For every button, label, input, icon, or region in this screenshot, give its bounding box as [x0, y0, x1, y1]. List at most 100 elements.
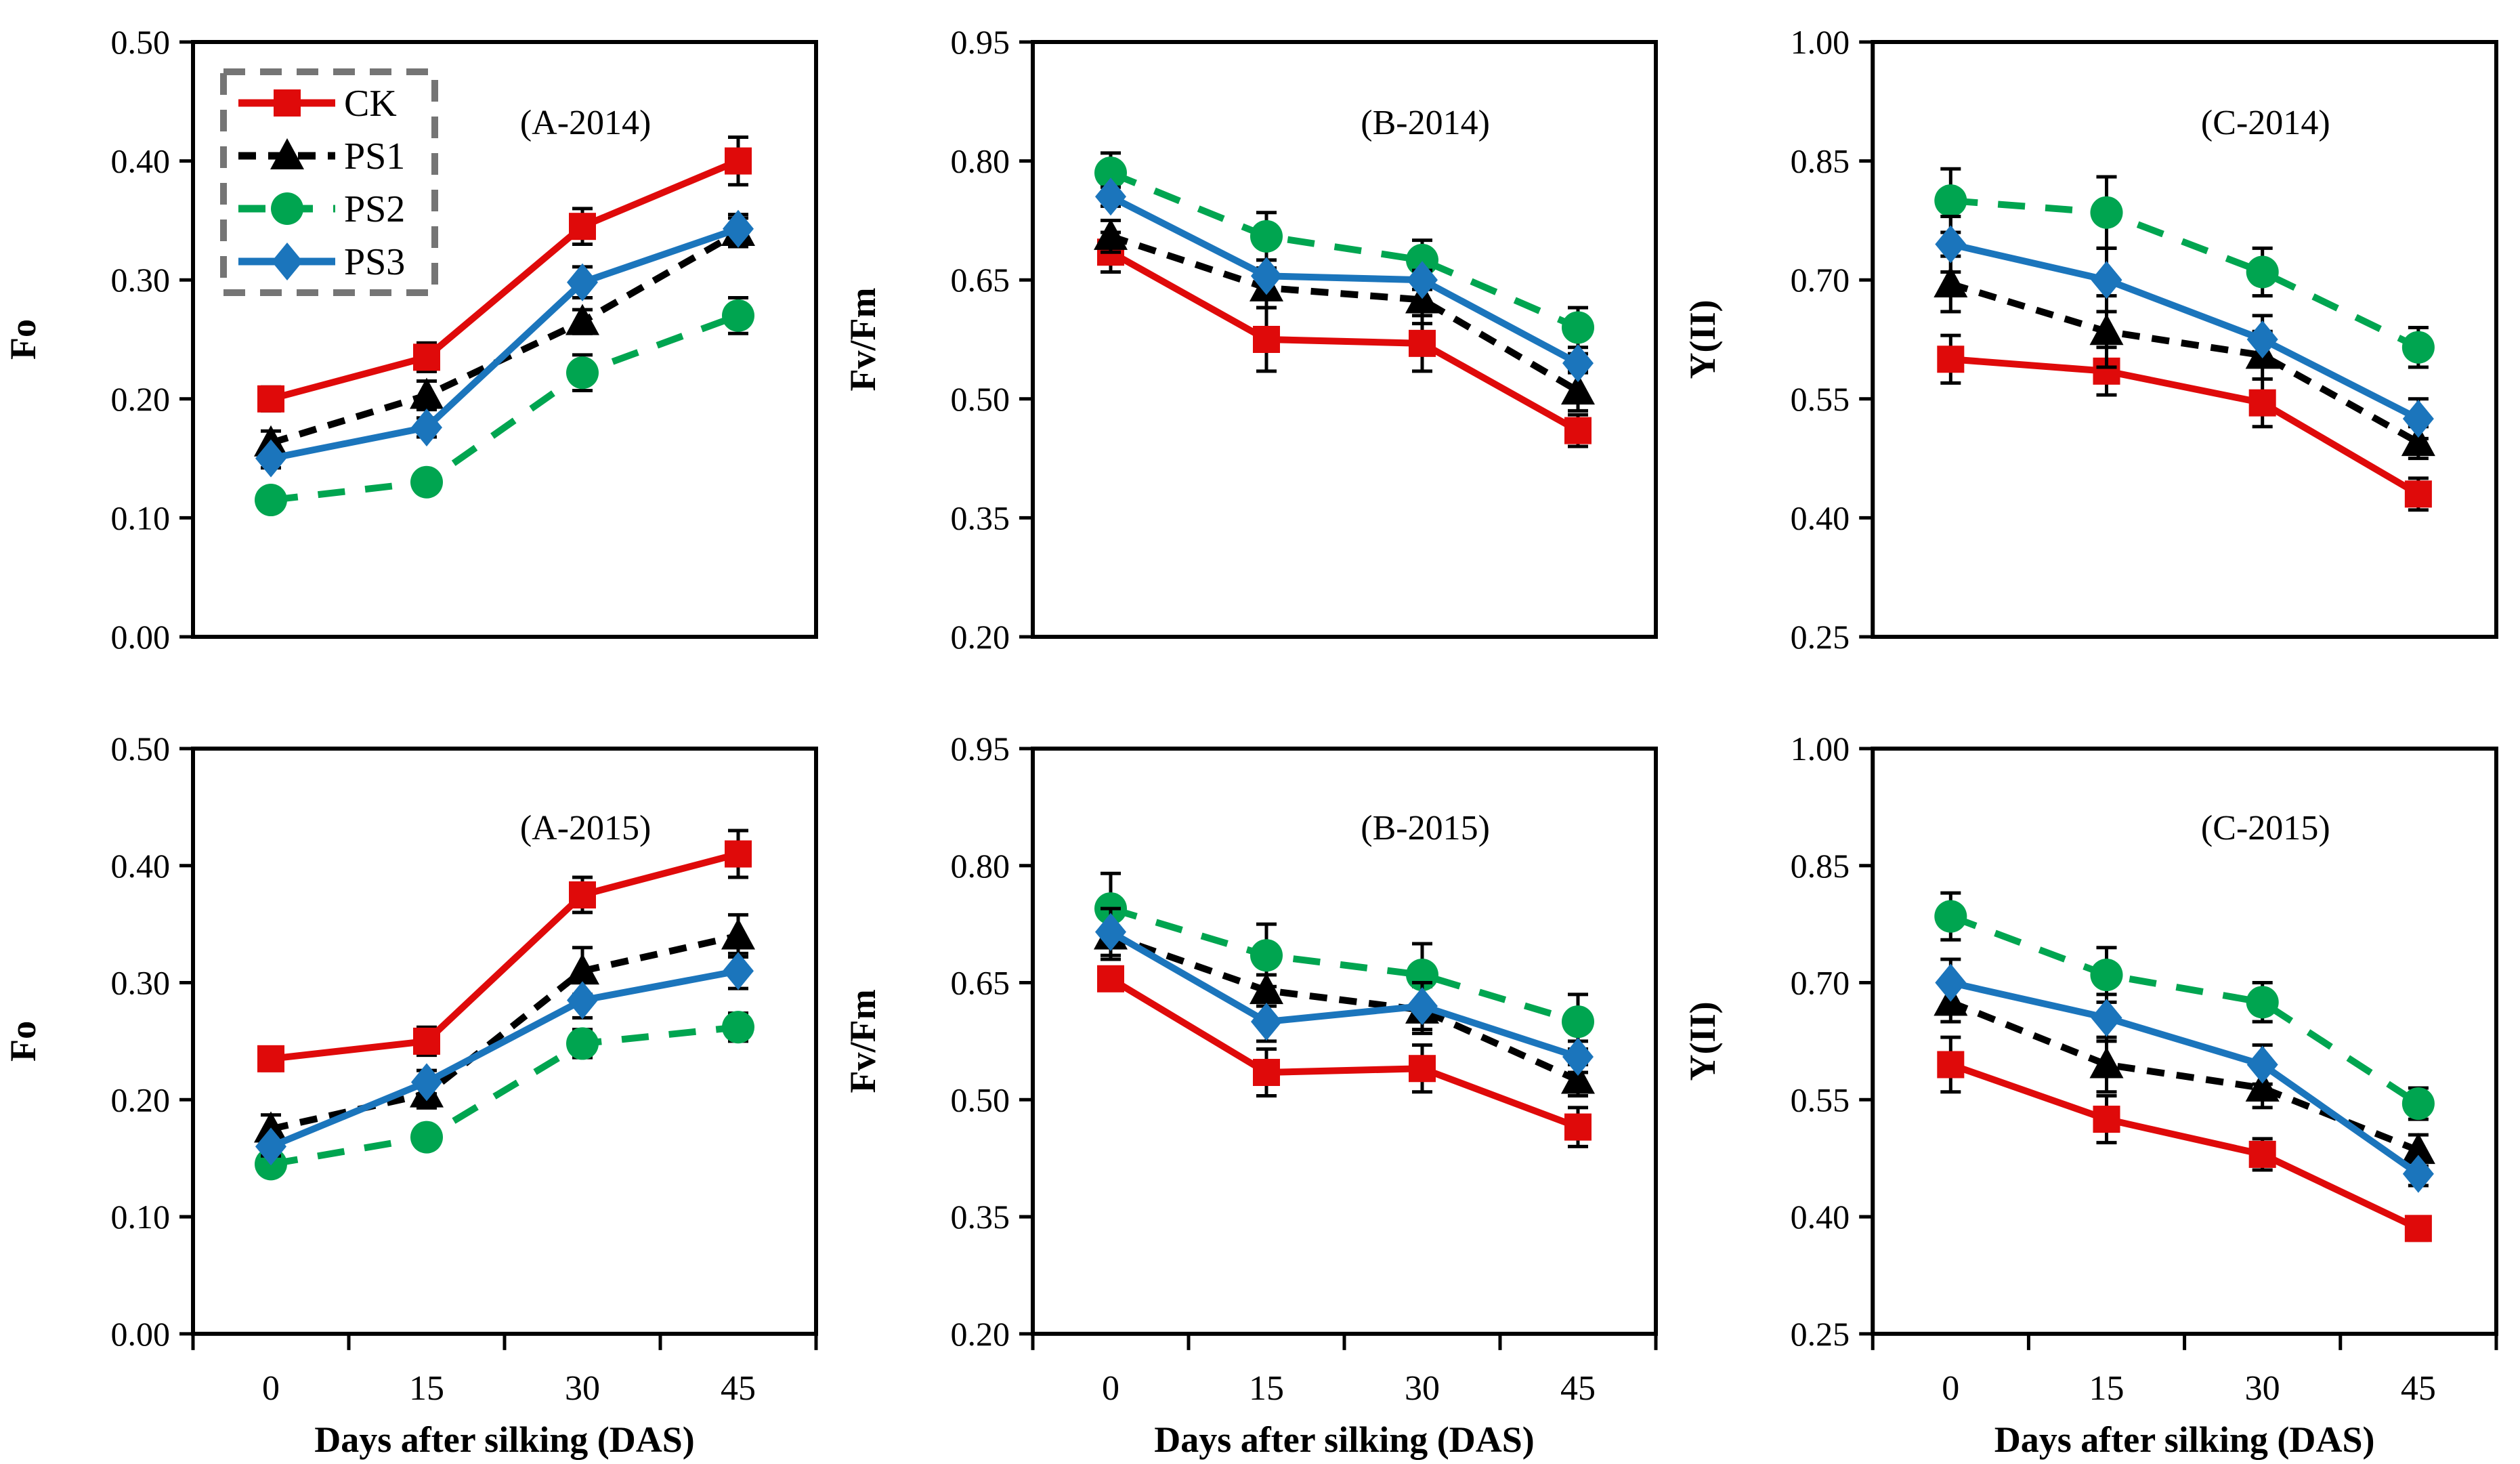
legend-label: PS3 — [344, 241, 405, 283]
y-tick-label: 1.00 — [1791, 23, 1850, 61]
series-PS2 — [1094, 151, 1594, 350]
series-PS1 — [254, 913, 755, 1145]
y-tick-label: 0.10 — [111, 1198, 170, 1236]
y-tick-label: 0.20 — [111, 380, 171, 418]
x-axis-title: Days after silking (DAS) — [1154, 1419, 1534, 1460]
series-CK — [1097, 230, 1592, 448]
y-tick-label: 1.00 — [1791, 732, 1850, 768]
line-PS1 — [1109, 233, 1580, 394]
panel-b-2014: 0.20 0.35 0.50 0.65 0.80 0.95 Fv/Fm (B-2014) — [840, 0, 1680, 732]
series-PS2 — [1934, 167, 2435, 369]
panel-b-2015: 0.20 0.35 0.50 0.65 0.80 0.95 0 15 30 45 Fv/Fm Days… — [840, 732, 1680, 1464]
plot-border — [1871, 40, 2498, 639]
chart-c-2014: 0.25 0.40 0.55 0.70 0.85 1.00 Y(II) (C-2014) — [1682, 23, 2498, 656]
line-CK — [270, 157, 740, 402]
y-tick-label: 0.55 — [1791, 1081, 1850, 1118]
y-tick-label: 0.50 — [951, 1081, 1010, 1118]
y-axis: 0.00 0.10 0.20 0.30 0.40 0.50 — [111, 732, 193, 1353]
y-tick-label: 0.35 — [951, 499, 1010, 537]
chart-a-2014: 0.00 0.10 0.20 0.30 0.40 0.50 Fo (A-2014) CK PS1 P… — [3, 23, 818, 656]
series-PS3 — [255, 209, 754, 478]
x-tick-label: 30 — [565, 1369, 600, 1408]
panel-c-2015: 0.25 0.40 0.55 0.70 0.85 1.00 0 15 30 45 Y(II) Days… — [1680, 732, 2520, 1464]
panel-c-2014: 0.25 0.40 0.55 0.70 0.85 1.00 Y(II) (C-2014) — [1680, 0, 2520, 732]
y-axis-title: Y(II) — [1682, 300, 1723, 379]
y-axis-title: Fv/Fm — [842, 989, 883, 1093]
x-tick-label: 0 — [1942, 1369, 1959, 1408]
series-CK — [1937, 333, 2432, 512]
chart-c-2015: 0.25 0.40 0.55 0.70 0.85 1.00 0 15 30 45 Y(II) Days… — [1682, 732, 2498, 1460]
line-PS3 — [270, 967, 739, 1150]
panel-title: (A-2014) — [520, 104, 652, 142]
error-bars-CK — [1101, 965, 1588, 1148]
x-tick-label: 45 — [721, 1369, 756, 1408]
y-tick-label: 0.40 — [111, 847, 170, 885]
y-axis-title: Fo — [3, 1021, 43, 1062]
line-CK — [270, 850, 740, 1062]
x-tick-label: 0 — [1102, 1369, 1119, 1408]
series-PS2 — [255, 1011, 754, 1181]
y-tick-label: 0.85 — [1791, 847, 1850, 885]
panel-title: (A-2015) — [520, 809, 651, 848]
y-tick-label: 0.65 — [951, 964, 1010, 1002]
line-PS2 — [1950, 197, 2420, 351]
series-PS3 — [1935, 957, 2434, 1193]
y-axis: 0.25 0.40 0.55 0.70 0.85 1.00 — [1791, 732, 1873, 1353]
series-PS2 — [1094, 871, 1594, 1051]
y-tick-label: 0.10 — [111, 499, 171, 537]
series-CK — [1937, 1035, 2432, 1242]
error-bars-PS1 — [1940, 254, 2429, 461]
y-axis-title: Fv/Fm — [842, 288, 883, 392]
chart-b-2014: 0.20 0.35 0.50 0.65 0.80 0.95 Fv/Fm (B-2014) — [842, 23, 1658, 656]
panel-title: (B-2014) — [1361, 104, 1490, 142]
y-tick-label: 0.50 — [951, 380, 1010, 418]
y-tick-label: 0.70 — [1791, 261, 1850, 299]
legend-item-PS1: PS1 — [238, 135, 405, 177]
series-CK — [257, 829, 752, 1072]
legend-label: PS1 — [344, 135, 405, 177]
y-tick-label: 0.95 — [951, 23, 1010, 61]
y-tick-label: 0.30 — [111, 964, 170, 1002]
series-PS3 — [1935, 215, 2434, 440]
x-tick-label: 0 — [262, 1369, 280, 1408]
y-tick-label: 0.65 — [951, 261, 1010, 299]
legend-item-CK: CK — [238, 83, 397, 125]
y-tick-label: 0.20 — [111, 1081, 170, 1118]
panel-a-2015: 0.00 0.10 0.20 0.30 0.40 0.50 0 15 30 45 Fo Days af… — [0, 732, 840, 1464]
y-tick-label: 0.80 — [951, 847, 1010, 885]
y-tick-label: 0.25 — [1791, 1315, 1850, 1353]
line-PS3 — [270, 225, 740, 462]
legend: CK PS1 PS2 PS3 — [220, 68, 438, 296]
y-tick-label: 0.50 — [111, 732, 170, 768]
y-axis: 0.20 0.35 0.50 0.65 0.80 0.95 — [951, 23, 1033, 656]
line-CK — [1109, 249, 1580, 434]
line-CK — [1109, 976, 1579, 1131]
y-axis: 0.25 0.40 0.55 0.70 0.85 1.00 — [1791, 23, 1873, 656]
line-PS2 — [1949, 913, 2420, 1107]
y-tick-label: 0.40 — [111, 142, 171, 180]
plot-border — [191, 747, 818, 1336]
line-PS3 — [1950, 240, 2420, 422]
y-axis-title: Fo — [3, 319, 43, 360]
line-CK — [1950, 356, 2420, 497]
y-axis: 0.20 0.35 0.50 0.65 0.80 0.95 — [951, 732, 1033, 1353]
plot-border — [191, 40, 818, 639]
plot-border — [1871, 747, 2498, 1336]
chart-a-2015: 0.00 0.10 0.20 0.30 0.40 0.50 0 15 30 45 Fo Days af… — [3, 732, 818, 1460]
x-tick-label: 45 — [2401, 1369, 2436, 1408]
y-tick-label: 0.00 — [111, 1315, 170, 1353]
x-axis: 0 15 30 45 — [1031, 1333, 1658, 1408]
error-bars-PS3 — [1101, 906, 1588, 1074]
panel-a-2014: 0.00 0.10 0.20 0.30 0.40 0.50 Fo (A-2014) CK PS1 P… — [0, 0, 840, 732]
line-PS2 — [270, 312, 740, 504]
y-axis-title: Y(II) — [1682, 1001, 1723, 1081]
y-tick-label: 0.55 — [1791, 380, 1850, 418]
line-PS3 — [1109, 929, 1579, 1060]
line-PS3 — [1950, 979, 2420, 1177]
panel-title: (B-2015) — [1361, 809, 1490, 848]
series-PS1 — [1934, 254, 2435, 461]
panel-title: (C-2014) — [2201, 104, 2330, 142]
y-tick-label: 0.35 — [951, 1198, 1010, 1236]
chart-b-2015: 0.20 0.35 0.50 0.65 0.80 0.95 0 15 30 45 Fv/Fm Days… — [842, 732, 1658, 1460]
y-tick-label: 0.80 — [951, 142, 1010, 180]
